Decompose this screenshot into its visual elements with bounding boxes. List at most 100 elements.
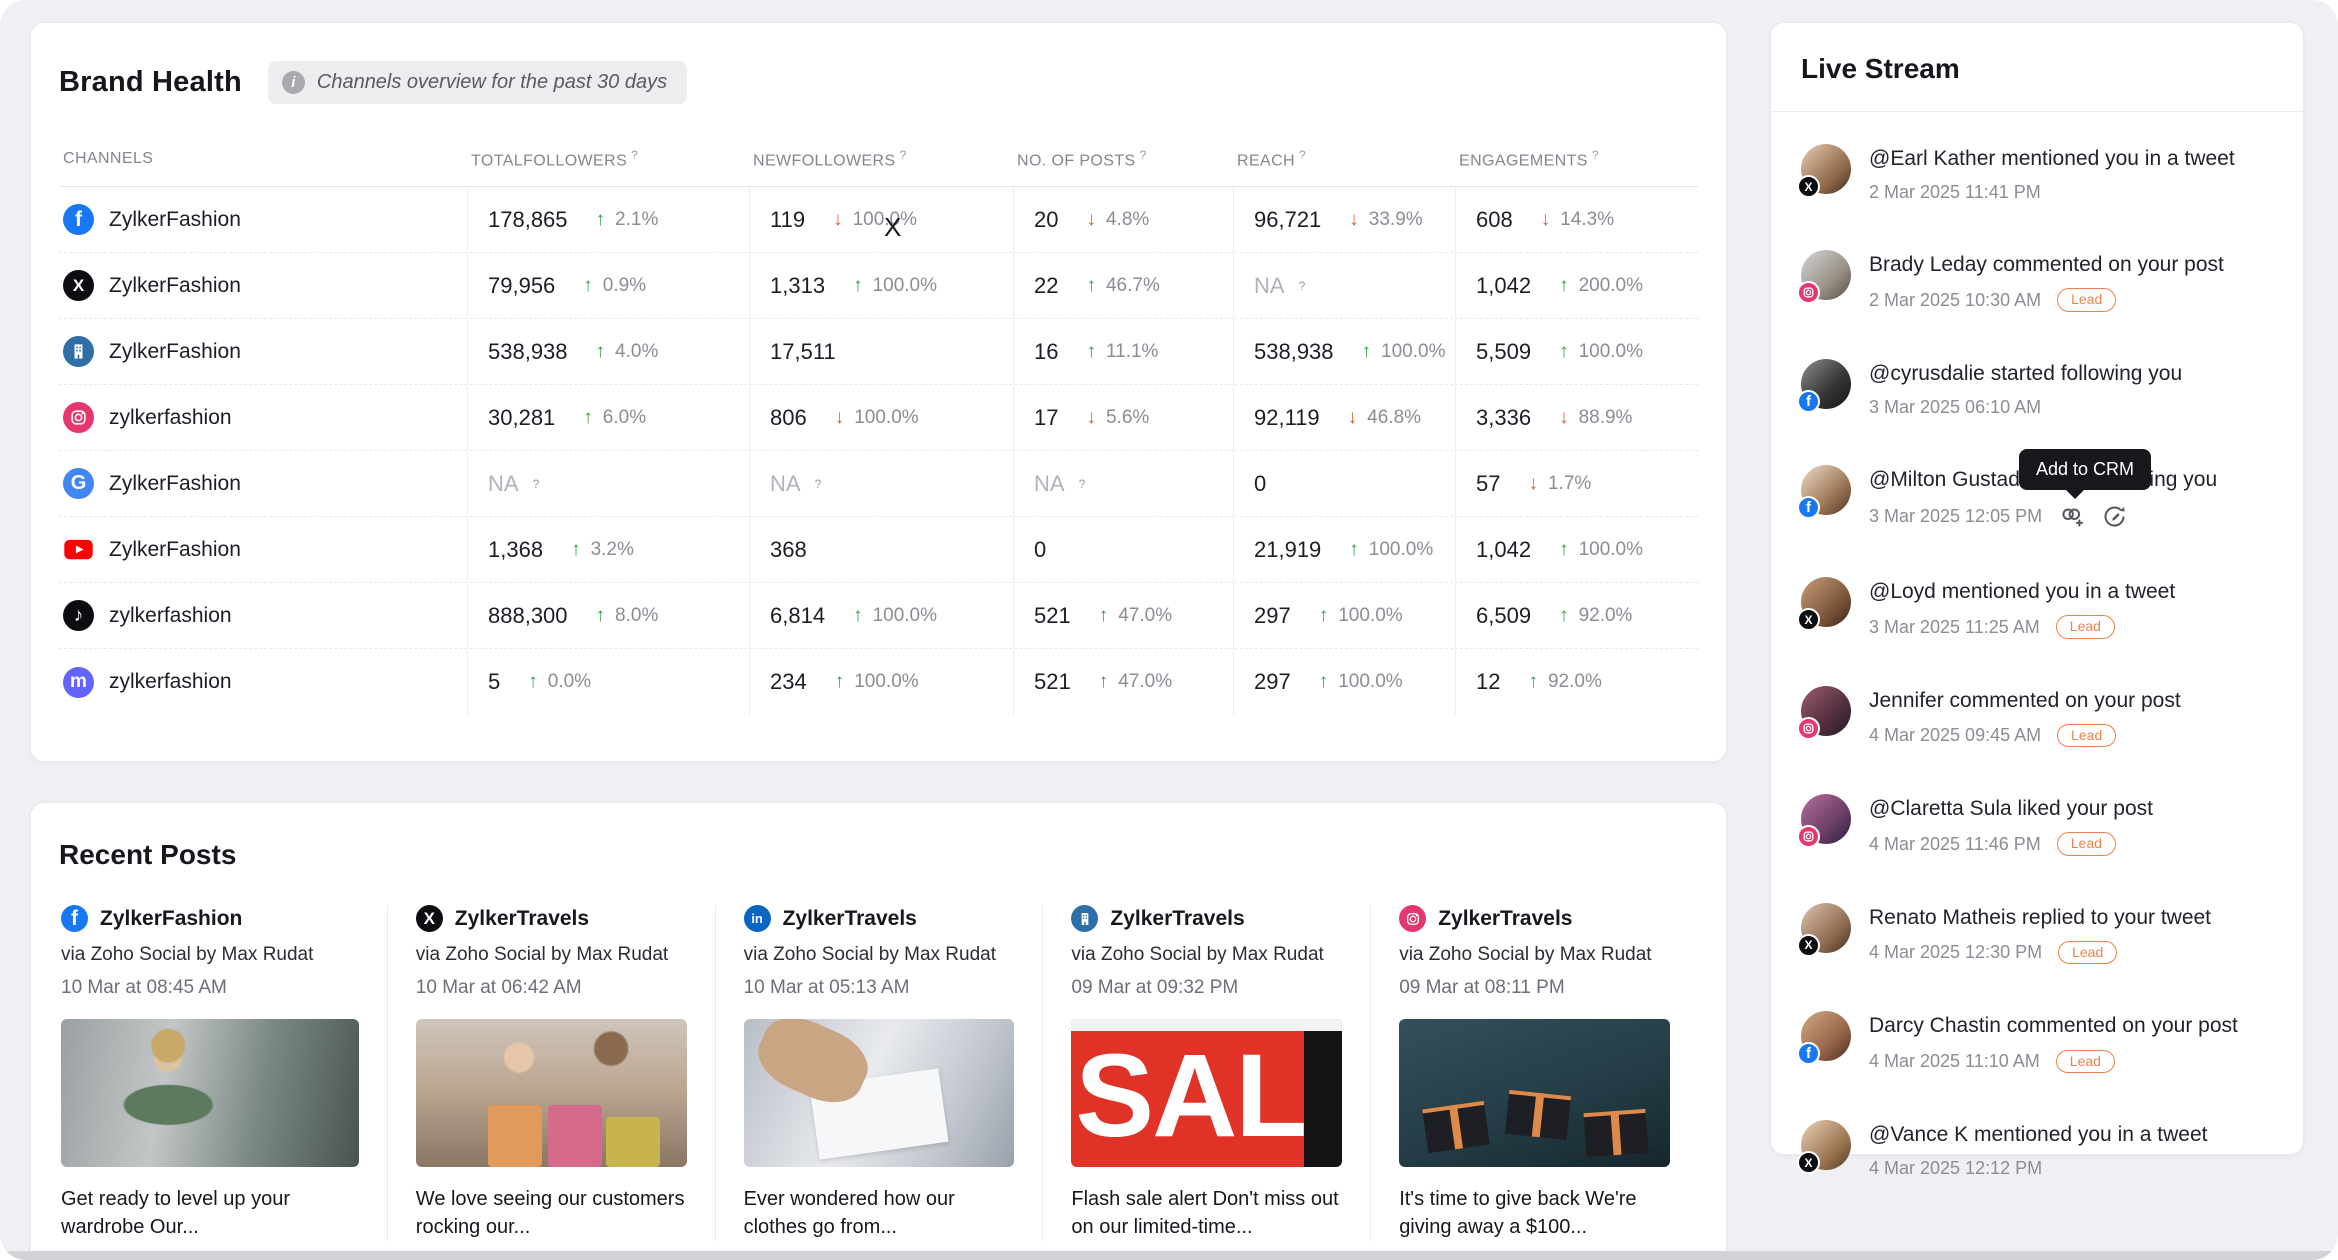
trend-arrow-icon: ↓ bbox=[1347, 406, 1358, 428]
facebook-badge-icon: f bbox=[1797, 389, 1820, 413]
trend-arrow-icon: ↑ bbox=[1318, 671, 1329, 693]
post-caption: Flash sale alert Don't miss out on our l… bbox=[1071, 1188, 1339, 1239]
post-image bbox=[61, 1019, 359, 1168]
facebook-icon: f bbox=[63, 204, 94, 236]
avatar bbox=[1797, 250, 1851, 305]
trend-arrow-icon: ↓ bbox=[1086, 406, 1096, 428]
live-stream-list: X @Earl Kather mentioned you in a tweet … bbox=[1797, 112, 2273, 1179]
table-row-mastodon[interactable]: m zylkerfashion 5 ↑ 0.0% 234 ↑ 100.0% 521 ↑ 47.… bbox=[59, 649, 1698, 716]
table-row-instagram[interactable]: zylkerfashion 30,281 ↑ 6.0% 806 ↓ 100.0% 17 ↓… bbox=[59, 385, 1698, 452]
trend-arrow-icon: ↑ bbox=[1559, 340, 1569, 362]
channel-name: ZylkerFashion bbox=[109, 537, 241, 561]
post-date: 09 Mar at 08:11 PM bbox=[1399, 977, 1565, 999]
instagram-icon bbox=[1399, 905, 1427, 933]
table-row-google-business[interactable]: G ZylkerFashion NA? NA? NA? 0 57 ↓ 1.7% bbox=[59, 451, 1698, 518]
table-row-linkedin-company[interactable]: ZylkerFashion 538,938 ↑ 4.0% 17,511 16 ↑ 11.… bbox=[59, 319, 1698, 386]
linkedin-icon: in bbox=[743, 905, 771, 933]
post-image bbox=[1399, 1019, 1670, 1168]
stream-item-text: Darcy Chastin commented on your post bbox=[1869, 1014, 2238, 1038]
post-card[interactable]: ZylkerTravels via Zoho Social by Max Rud… bbox=[1370, 905, 1698, 1242]
post-account: ZylkerTravels bbox=[1110, 906, 1245, 930]
timestamp: 3 Mar 2025 06:10 AM bbox=[1869, 396, 2042, 417]
stream-item[interactable]: X @Earl Kather mentioned you in a tweet … bbox=[1797, 144, 2273, 203]
table-row-tiktok[interactable]: ♪ zylkerfashion 888,300 ↑ 8.0% 6,814 ↑ 100.0%… bbox=[59, 583, 1698, 650]
mastodon-icon: m bbox=[63, 666, 94, 698]
post-via: via Zoho Social by Max Rudat bbox=[1399, 944, 1652, 966]
table-row-youtube[interactable]: ZylkerFashion 1,368 ↑ 3.2% 368 0 21,919 ↑ 10… bbox=[59, 517, 1698, 584]
linkedin-company-icon bbox=[1071, 905, 1099, 933]
trend-arrow-icon: ↑ bbox=[583, 406, 593, 428]
info-icon[interactable]: i bbox=[281, 71, 305, 94]
metric-cell: 20 ↓ 4.8% bbox=[1013, 187, 1233, 253]
hint-icon[interactable]: ? bbox=[631, 148, 639, 162]
lead-badge[interactable]: Lead bbox=[2055, 1049, 2115, 1074]
lead-badge[interactable]: Lead bbox=[2057, 723, 2117, 748]
column-header-reach: REACH? bbox=[1237, 148, 1307, 170]
post-account: ZylkerTravels bbox=[1438, 906, 1573, 930]
x-badge-icon: X bbox=[1797, 1151, 1820, 1175]
trend-arrow-icon: ↑ bbox=[834, 671, 845, 693]
instagram-badge-icon bbox=[1797, 825, 1820, 849]
overview-chip-text: Channels overview for the past 30 days bbox=[316, 71, 668, 93]
hint-icon[interactable]: ? bbox=[899, 148, 907, 162]
metric-cell: 16 ↑ 11.1% bbox=[1013, 319, 1233, 385]
post-card[interactable]: ZylkerTravels via Zoho Social by Max Rud… bbox=[1042, 905, 1370, 1242]
metric-cell: NA? bbox=[749, 451, 1013, 517]
google-business-icon: G bbox=[63, 468, 94, 500]
timestamp: 3 Mar 2025 11:25 AM bbox=[1869, 616, 2040, 637]
post-card[interactable]: X ZylkerTravels via Zoho Social by Max Ru… bbox=[386, 905, 715, 1242]
stream-item-text: Renato Matheis replied to your tweet bbox=[1869, 905, 2212, 929]
trend-arrow-icon: ↑ bbox=[1559, 538, 1569, 560]
trend-arrow-icon: ↓ bbox=[834, 406, 845, 428]
trend-arrow-icon: ↑ bbox=[595, 604, 606, 626]
table-row-x[interactable]: X ZylkerFashion 79,956 ↑ 0.9% 1,313 ↑ 100.0% … bbox=[59, 253, 1698, 320]
stream-item[interactable]: f @cyrusdalie started following you 3 Ma… bbox=[1797, 358, 2273, 418]
stream-item[interactable]: X @Vance K mentioned you in a tweet 4 Ma… bbox=[1797, 1120, 2273, 1179]
tiktok-icon: ♪ bbox=[63, 600, 94, 632]
trend-arrow-icon: ↑ bbox=[1086, 340, 1096, 362]
post-date: 09 Mar at 09:32 PM bbox=[1071, 977, 1239, 999]
hint-icon[interactable]: ? bbox=[1591, 148, 1599, 162]
stream-item-text: @Vance K mentioned you in a tweet bbox=[1869, 1123, 2208, 1147]
instagram-badge-icon bbox=[1797, 281, 1820, 305]
post-date: 10 Mar at 05:13 AM bbox=[743, 977, 910, 999]
table-row-facebook[interactable]: f ZylkerFashion 178,865 ↑ 2.1% 119 ↓ 100.0% 2… bbox=[59, 187, 1698, 254]
stream-item[interactable]: X @Loyd mentioned you in a tweet 3 Mar 2… bbox=[1797, 577, 2273, 639]
metric-cell: 297 ↑ 100.0% bbox=[1233, 649, 1455, 716]
stream-item[interactable]: @Claretta Sula liked your post 4 Mar 202… bbox=[1797, 794, 2273, 856]
timestamp: 2 Mar 2025 11:41 PM bbox=[1869, 182, 2041, 203]
lead-badge[interactable]: Lead bbox=[2055, 615, 2115, 639]
instagram-icon bbox=[63, 402, 94, 434]
metric-cell: 608 ↓ 14.3% bbox=[1455, 187, 1694, 253]
convert-edit-icon[interactable] bbox=[2101, 503, 2128, 530]
timestamp: 4 Mar 2025 11:10 AM bbox=[1869, 1050, 2040, 1071]
lead-badge[interactable]: Lead bbox=[2058, 941, 2118, 965]
avatar: X bbox=[1797, 902, 1851, 957]
channel-name: ZylkerFashion bbox=[109, 339, 241, 363]
stream-item[interactable]: Jennifer commented on your post 4 Mar 20… bbox=[1797, 685, 2273, 748]
lead-badge[interactable]: Lead bbox=[2057, 288, 2117, 312]
column-header-engagements: ENGAGEMENTS? bbox=[1459, 148, 1599, 170]
stream-item-text: @Earl Kather mentioned you in a tweet bbox=[1869, 147, 2235, 170]
post-card[interactable]: f ZylkerFashion via Zoho Social by Max Ru… bbox=[59, 905, 387, 1241]
stream-item[interactable]: X Renato Matheis replied to your tweet 4… bbox=[1797, 902, 2273, 965]
metric-cell: 234 ↑ 100.0% bbox=[749, 649, 1013, 716]
post-card[interactable]: in ZylkerTravels via Zoho Social by Max R… bbox=[714, 905, 1043, 1242]
metric-cell: 521 ↑ 47.0% bbox=[1013, 649, 1233, 716]
add-to-crm-icon[interactable] bbox=[2058, 503, 2085, 530]
stream-item[interactable]: f @Milton Gustad started following you 3… bbox=[1797, 448, 2273, 530]
metric-cell: 888,300 ↑ 8.0% bbox=[467, 583, 749, 649]
metric-cell: 12 ↑ 92.0% bbox=[1455, 649, 1694, 716]
stream-item-text: Brady Leday commented on your post bbox=[1869, 253, 2224, 277]
hint-icon[interactable]: ? bbox=[1139, 148, 1147, 162]
stream-item[interactable]: Brady Leday commented on your post 2 Mar… bbox=[1797, 250, 2273, 312]
hint-icon[interactable]: ? bbox=[1299, 148, 1307, 162]
main-column: Brand Health i Channels overview for the… bbox=[30, 22, 1727, 1260]
post-caption: It's time to give back We're giving away… bbox=[1399, 1188, 1637, 1239]
stream-item[interactable]: f Darcy Chastin commented on your post 4… bbox=[1797, 1011, 2273, 1074]
lead-badge[interactable]: Lead bbox=[2056, 832, 2116, 856]
trend-arrow-icon: ↑ bbox=[1098, 671, 1109, 693]
post-via: via Zoho Social by Max Rudat bbox=[61, 944, 314, 966]
live-stream-card: Live Stream X @Earl Kather mentioned you… bbox=[1770, 22, 2304, 1178]
